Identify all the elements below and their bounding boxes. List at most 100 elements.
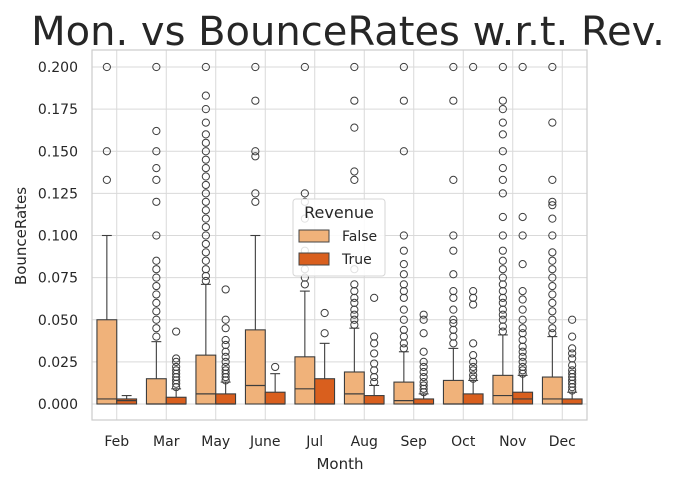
x-tick-label: Feb <box>104 434 129 450</box>
outlier-point <box>548 315 557 324</box>
outlier-point <box>469 351 478 360</box>
outlier-point <box>518 366 527 375</box>
outlier-point <box>370 293 379 302</box>
outlier-point <box>498 246 507 255</box>
outlier-point <box>548 248 557 257</box>
outlier-point <box>399 231 408 240</box>
box-false <box>442 379 464 405</box>
outlier-point <box>498 62 507 72</box>
outlier-point <box>251 152 260 161</box>
outlier-point <box>350 175 359 184</box>
outlier-point <box>498 105 507 114</box>
outlier-point <box>498 164 507 173</box>
outlier-point <box>172 362 181 372</box>
outlier-point <box>152 256 161 265</box>
outlier-point <box>201 231 210 240</box>
outlier-point <box>498 298 507 307</box>
outlier-point <box>399 270 408 279</box>
outlier-point <box>221 315 230 324</box>
outlier-point <box>548 273 557 282</box>
outlier-point <box>518 329 527 338</box>
outlier-point <box>419 372 428 382</box>
outlier-point <box>152 315 161 324</box>
outlier-point <box>152 307 161 316</box>
outlier-point <box>201 118 210 127</box>
outlier-point <box>221 352 230 361</box>
box-true <box>363 395 385 405</box>
outlier-point <box>548 118 557 127</box>
legend: Revenue False True <box>292 198 386 277</box>
outlier-point <box>548 307 557 316</box>
outlier-point <box>221 335 230 345</box>
y-tick-label: 0.200 <box>38 60 78 76</box>
outlier-point <box>370 377 379 387</box>
outlier-point <box>449 315 458 324</box>
box-true <box>314 378 336 405</box>
outlier-point <box>201 197 210 206</box>
outlier-point <box>568 344 577 353</box>
outlier-point <box>568 369 577 378</box>
outlier-point <box>518 260 527 269</box>
outlier-point <box>518 62 527 72</box>
outlier-point <box>201 155 210 164</box>
outlier-point <box>370 332 379 341</box>
outlier-point <box>469 62 478 72</box>
outlier-point <box>300 189 309 198</box>
outlier-point <box>172 354 181 363</box>
legend-label-true: True <box>341 252 372 268</box>
box-false <box>343 371 365 405</box>
outlier-point <box>548 290 557 299</box>
outlier-point <box>498 147 507 156</box>
outlier-point <box>548 175 557 184</box>
outlier-point <box>518 357 527 366</box>
outlier-point <box>399 62 408 72</box>
outlier-point <box>498 273 507 282</box>
outlier-point <box>548 214 557 223</box>
outlier-point <box>201 239 210 249</box>
x-tick-label: Oct <box>451 434 476 450</box>
y-tick-label: 0.025 <box>38 355 78 371</box>
outlier-point <box>399 96 408 105</box>
outlier-point <box>449 287 458 296</box>
outlier-point <box>498 175 507 184</box>
outlier-point <box>469 374 478 383</box>
outlier-point <box>102 62 111 72</box>
legend-label-false: False <box>342 229 377 245</box>
x-tick-label: May <box>201 434 230 450</box>
outlier-point <box>201 172 210 181</box>
outlier-point <box>419 367 428 377</box>
outlier-point <box>251 147 260 156</box>
outlier-point <box>201 130 210 139</box>
outlier-point <box>518 352 527 361</box>
box-true <box>413 398 435 405</box>
outlier-point <box>568 349 577 358</box>
outlier-point <box>518 231 527 240</box>
outlier-point <box>152 231 161 240</box>
outlier-point <box>221 362 230 372</box>
outlier-point <box>449 96 458 105</box>
outlier-point <box>469 287 478 296</box>
outlier-point <box>221 357 230 366</box>
outlier-point <box>399 315 408 324</box>
outlier-point <box>350 320 359 329</box>
box-false <box>492 374 514 405</box>
outlier-point <box>102 147 111 156</box>
y-axis: 0.000 0.025 0.050 0.075 0.100 0.125 0.150 0.175… <box>38 60 78 413</box>
outlier-point <box>399 344 408 353</box>
outlier-point <box>251 62 260 72</box>
legend-swatch-true <box>298 252 330 266</box>
outlier-point <box>449 319 458 328</box>
outlier-point <box>469 339 478 348</box>
y-tick-label: 0.000 <box>38 397 78 413</box>
outlier-point <box>152 324 161 333</box>
y-tick-label: 0.150 <box>38 144 78 160</box>
outlier-point <box>548 197 557 206</box>
y-tick-label: 0.075 <box>38 271 78 287</box>
outlier-point <box>449 246 458 255</box>
outlier-point <box>102 175 111 184</box>
outlier-point <box>152 281 161 291</box>
outlier-point <box>419 362 428 372</box>
outlier-point <box>399 325 408 334</box>
box-series <box>96 62 583 405</box>
box-false <box>195 354 217 405</box>
